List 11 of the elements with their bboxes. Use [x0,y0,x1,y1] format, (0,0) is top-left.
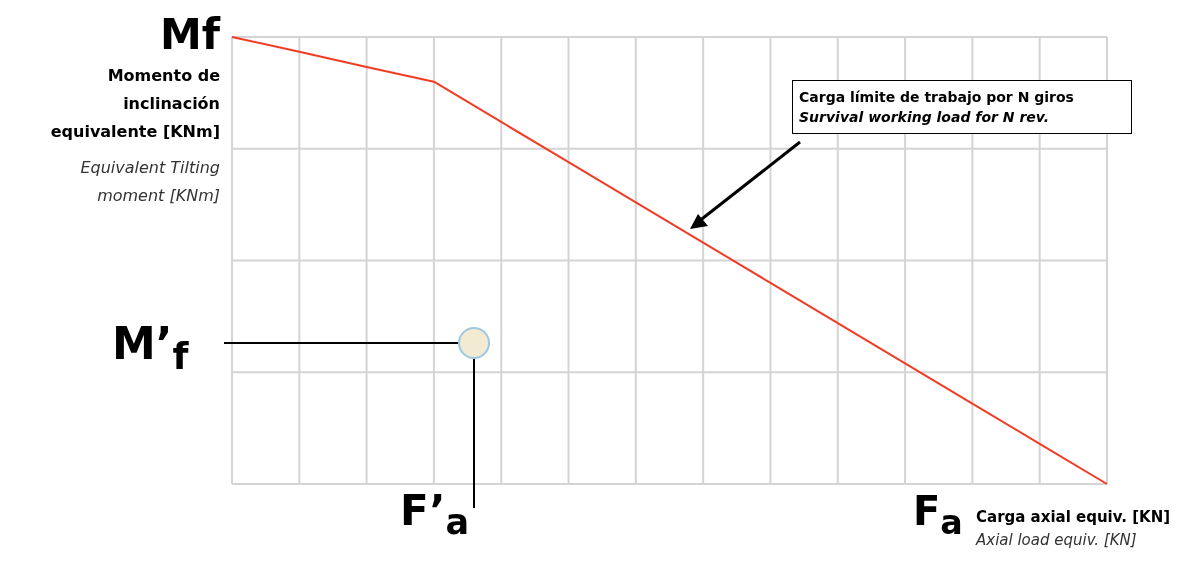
text: M’$_{f}$ [112,318,189,378]
text: Carga axial equiv. [KN] [976,508,1171,526]
annotation: Survival working load for N rev. [799,108,1051,127]
annotation: Carga límite de trabajo por N giros [799,88,1075,107]
x-axis-title: F$_{a}$ [913,488,963,542]
text: Momento de inclinación equivalente [KNm] [49,65,220,143]
y-axis-title: Mf [159,10,220,59]
text: F’$_{a}$ [400,486,470,543]
text: Equivalent Tilting moment [KNm] [79,157,220,207]
callout-box: Carga límite de trabajo por N giros Survival working load for N rev. [792,80,1132,134]
text: Axial load equiv. [KN] [976,531,1137,549]
